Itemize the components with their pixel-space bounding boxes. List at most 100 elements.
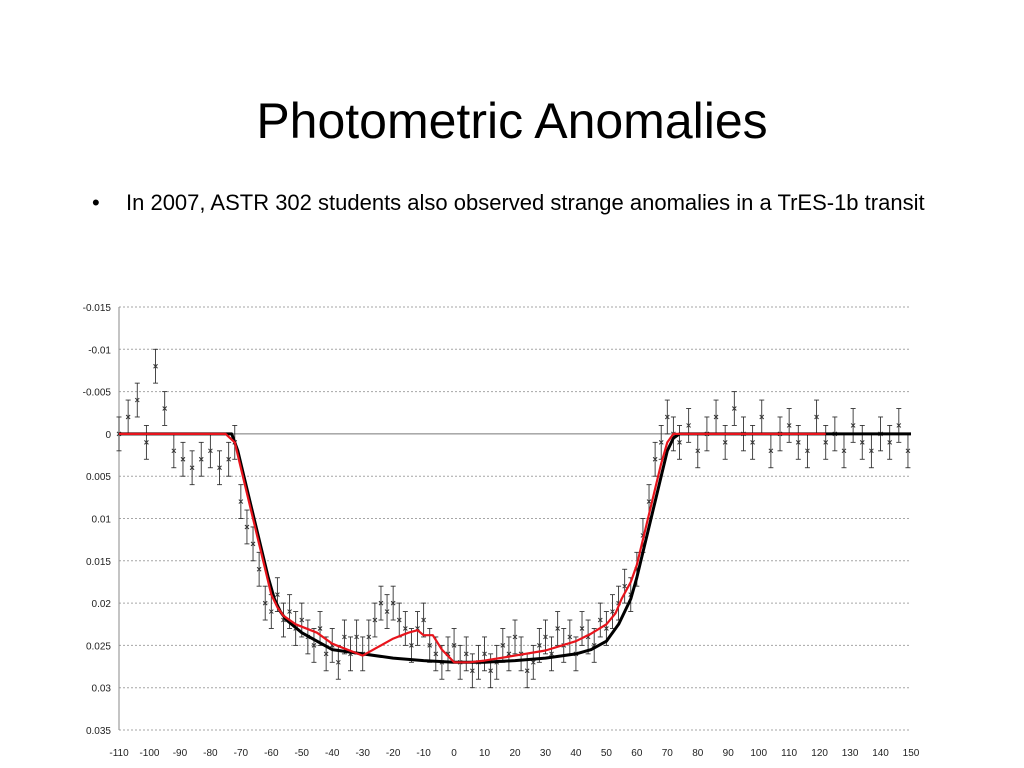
x-tick-label: -20 xyxy=(386,748,401,759)
point-marker xyxy=(409,643,414,648)
point-marker xyxy=(198,456,204,462)
point-marker xyxy=(238,499,244,504)
point-marker xyxy=(323,651,329,657)
x-tick-label: 140 xyxy=(872,748,889,759)
point-marker xyxy=(869,448,874,454)
y-tick-label: 0.03 xyxy=(92,684,112,695)
bullet-list: • In 2007, ASTR 302 students also observ… xyxy=(92,186,952,220)
x-tick-label: 30 xyxy=(540,748,552,759)
point-marker xyxy=(814,414,819,420)
data-point xyxy=(262,585,268,621)
x-tick-label: -80 xyxy=(203,748,218,759)
data-point xyxy=(506,636,512,672)
point-marker xyxy=(226,456,232,462)
x-tick-label: -60 xyxy=(264,748,279,759)
fit-lines xyxy=(119,432,911,664)
data-point xyxy=(731,391,737,426)
point-marker xyxy=(859,440,865,445)
x-tick-label: 150 xyxy=(903,748,920,759)
data-point xyxy=(143,424,149,460)
x-tick-label: 40 xyxy=(570,748,582,759)
y-tick-label: 0.035 xyxy=(86,726,111,737)
x-tick-label: -100 xyxy=(139,748,159,759)
data-point xyxy=(125,399,131,435)
x-tick-label: 0 xyxy=(451,748,457,759)
point-marker xyxy=(610,609,615,614)
data-point xyxy=(198,441,204,477)
point-marker xyxy=(850,423,856,428)
data-point xyxy=(823,424,829,460)
data-point xyxy=(652,441,658,477)
point-marker xyxy=(622,583,628,589)
x-tick-label: -50 xyxy=(295,748,310,759)
y-tick-label: -0.01 xyxy=(88,345,111,356)
point-marker xyxy=(555,626,560,631)
data-point xyxy=(768,433,774,469)
point-marker xyxy=(750,440,755,445)
data-point xyxy=(804,433,810,469)
data-point xyxy=(463,636,469,672)
point-marker xyxy=(686,423,691,428)
data-point xyxy=(171,433,177,469)
data-point xyxy=(887,424,893,460)
data-point xyxy=(162,391,168,426)
data-point xyxy=(622,568,628,604)
x-tick-label: 10 xyxy=(479,748,491,759)
anomaly-fit-line xyxy=(119,432,826,664)
data-point xyxy=(217,450,223,486)
point-marker xyxy=(402,626,408,631)
y-tick-label: 0 xyxy=(105,430,111,441)
point-marker xyxy=(268,609,274,614)
point-marker xyxy=(713,414,719,420)
data-point xyxy=(722,424,728,460)
y-tick-label: -0.005 xyxy=(83,388,112,399)
data-point xyxy=(250,526,256,562)
data-point xyxy=(786,408,792,443)
data-point xyxy=(390,585,396,621)
point-marker xyxy=(299,617,305,623)
x-tick-label: 70 xyxy=(662,748,674,759)
y-tick-label: 0.02 xyxy=(92,599,112,610)
grid-lines xyxy=(119,306,911,731)
data-point xyxy=(153,348,159,384)
point-marker xyxy=(722,440,728,445)
data-point xyxy=(256,551,262,587)
point-marker xyxy=(500,643,506,648)
x-tick-label: 60 xyxy=(631,748,643,759)
tick-labels: -0.015 -0.01 -0.005 0 0.005 0.01 0.015 0.02 0.02… xyxy=(83,303,920,759)
point-marker xyxy=(768,448,774,454)
data-point xyxy=(512,619,518,655)
point-marker xyxy=(287,609,292,614)
data-point xyxy=(859,424,865,460)
data-point xyxy=(238,484,244,519)
data-point xyxy=(609,594,615,629)
point-marker xyxy=(372,617,378,623)
point-marker xyxy=(805,448,810,454)
data-point xyxy=(482,636,488,672)
data-point xyxy=(189,450,195,486)
bullet-text: In 2007, ASTR 302 students also observed… xyxy=(126,190,925,215)
point-marker xyxy=(433,651,439,657)
data-point xyxy=(549,636,555,672)
data-point xyxy=(530,644,536,680)
data-point xyxy=(408,628,414,663)
data-point xyxy=(433,636,439,672)
point-marker xyxy=(354,634,359,640)
data-point xyxy=(713,399,719,435)
point-marker xyxy=(189,465,195,471)
x-tick-label: -110 xyxy=(109,748,129,759)
data-point xyxy=(795,424,801,460)
point-marker xyxy=(506,651,512,657)
data-point xyxy=(180,441,186,477)
point-marker xyxy=(896,423,902,428)
point-marker xyxy=(451,643,457,648)
data-point xyxy=(555,611,561,646)
point-marker xyxy=(244,524,250,530)
y-tick-label: 0.01 xyxy=(92,515,112,526)
data-point xyxy=(207,433,213,469)
point-marker xyxy=(537,643,542,648)
x-tick-label: -10 xyxy=(416,748,431,759)
bullet-dot-icon: • xyxy=(92,190,100,215)
point-marker xyxy=(658,440,664,445)
data-point xyxy=(536,628,542,663)
